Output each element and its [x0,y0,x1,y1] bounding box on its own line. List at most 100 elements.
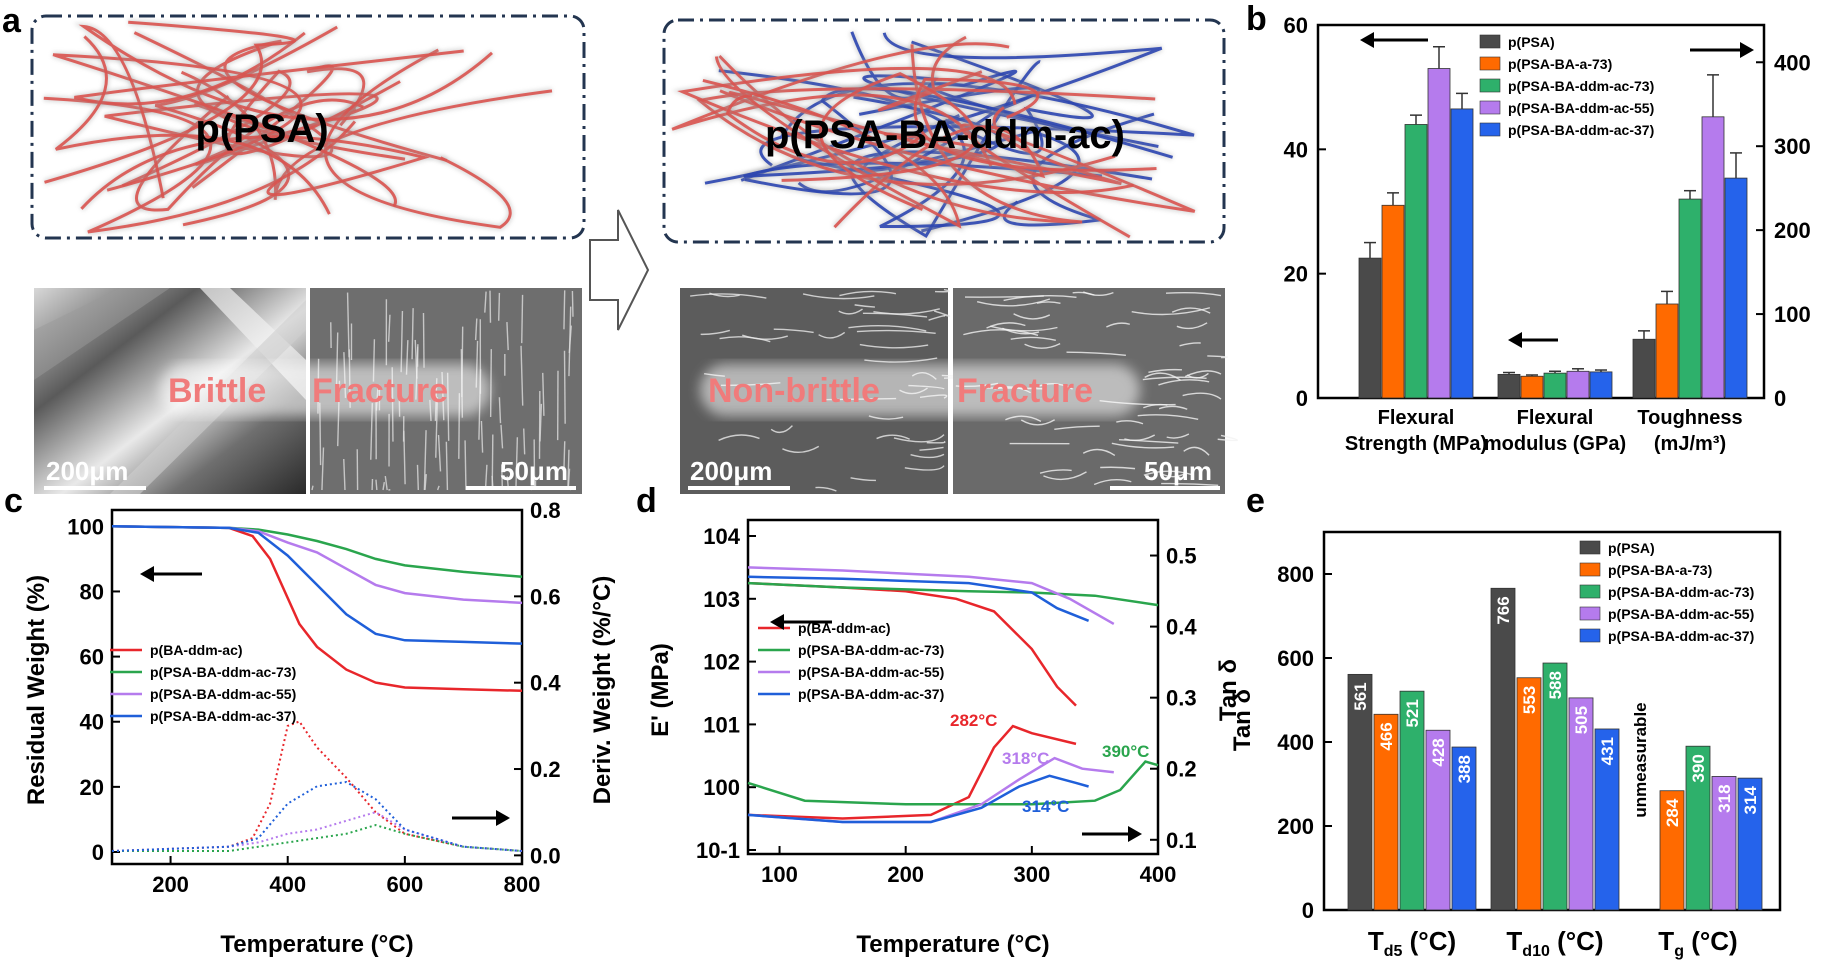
sem-texture-line [437,434,442,472]
bar [1589,371,1613,399]
panel-a: a p(PSA) p(PSA-BA-ddm-ac) [2,2,1238,494]
deriv-series-line [111,720,523,852]
sem-texture-line [1148,368,1182,373]
polymer-chain [913,77,1157,172]
x-axis-title: Temperature (°C) [220,931,413,958]
y-tick-label-left: 100 [703,775,740,800]
sem-texture-line [919,446,944,451]
bar-value-label: 521 [1403,699,1422,727]
bar [1497,373,1521,399]
x-tick-label: 300 [1013,862,1050,887]
sem-texture-line [400,310,404,373]
category-unit: (°C) [1550,926,1604,956]
sem-texture-line [1161,482,1219,487]
scalebar-3-label: 200μm [690,456,772,486]
weight-series-line [111,525,523,605]
sem-texture-line [815,486,837,492]
sem-texture-line [986,322,1026,329]
panel-label-b: b [1246,0,1267,38]
bar [1659,790,1685,911]
bar [1427,68,1451,399]
legend-label: p(PSA-BA-ddm-ac-37) [798,686,944,702]
x-category-label: modulus (GPa) [1484,433,1626,455]
sem-texture-line [854,304,875,308]
bar [1737,777,1763,911]
modulus-series-line [747,566,1115,625]
legend-swatch [1579,628,1601,643]
sem-texture-line [848,324,927,332]
sem-texture-line [515,437,519,491]
sem-texture-line [1176,322,1208,330]
bar [1724,177,1748,399]
y-tick-label-right: 200 [1774,218,1811,243]
x-tick-label: 200 [887,862,924,887]
sem-texture-line [484,464,488,491]
sem-texture-line [445,441,449,491]
x-category-label: Toughness [1637,407,1742,429]
sem-texture-line [571,291,574,317]
polymer-chain [718,44,1083,224]
bar [1358,257,1382,399]
y-tick-label-right: 0.1 [1166,828,1197,853]
x-tick-label: 400 [269,872,306,897]
legend-label: p(BA-ddm-ac) [798,620,891,636]
sem-texture-line [1143,470,1194,476]
x-tick-label: 100 [761,862,798,887]
x-tick-label: 400 [1140,862,1177,887]
x-category-label: Flexural [1378,407,1455,429]
sem-texture-line [375,479,378,491]
arrow-left-d [770,614,832,630]
network-chains-left [43,19,553,235]
arrow-right-c [452,810,510,826]
bar-value-label: 314 [1741,786,1760,815]
sem-texture-line [1131,307,1211,316]
x-category-label: Flexural [1517,407,1594,429]
x-tick-label: 600 [386,872,423,897]
sem-texture-line [1100,466,1136,470]
arrow-right-d [1082,826,1142,842]
sem-texture-line [311,485,314,491]
arrow-left-b1 [1360,32,1428,48]
sem-texture-line [1093,479,1132,486]
sem-texture-line [1072,291,1095,296]
bar [1450,108,1474,399]
legend-swatch [1479,34,1501,49]
sem-texture-line [1013,313,1051,320]
sem-texture-line [1217,434,1238,442]
caption-non-brittle: Non-brittle [708,372,880,410]
bar-value-label: 505 [1572,706,1591,734]
polymer-chain [44,20,296,184]
sem-texture-line [1207,355,1228,359]
deriv-series-line [112,824,523,852]
sem-texture-line [773,328,814,334]
network-box-right-frame [662,18,1226,244]
sem-texture-line [1005,415,1042,422]
sem-texture-line [403,430,406,485]
panel-d: d 100 200 300 400 10-1 100 101 102 103 104 0.1 0.2 0… [636,482,1242,958]
y-tick-label-left: 10-1 [696,838,740,863]
polymer-chain [323,48,512,229]
y-tick-label: 200 [1277,814,1314,839]
y-axis-title-left: Residual Weight (%) [23,575,50,805]
bar [1542,662,1568,911]
y-tick-label-left: 80 [80,579,104,604]
bar [1568,697,1594,911]
sem-texture-line [1010,336,1056,342]
sem-texture-line [1182,392,1222,400]
deriv-series-line [111,811,523,852]
y-tick-label-left: 100 [67,514,104,539]
network-chains-right [670,30,1196,241]
y-tick-label: 0 [1302,898,1314,923]
weight-series-line [111,525,523,645]
polymer-chain [135,95,364,212]
bar [1425,729,1451,911]
bar [1685,745,1711,911]
bar [1516,677,1542,911]
panel-label-a: a [2,2,22,40]
sem-texture-line [1036,301,1061,304]
sem-texture-line [1043,471,1087,481]
y-tick-label-left: 20 [1284,262,1308,287]
sem-texture-line [563,290,566,330]
sem-texture-line [1054,425,1100,430]
x-category-label: Tg (°C) [1658,926,1737,960]
